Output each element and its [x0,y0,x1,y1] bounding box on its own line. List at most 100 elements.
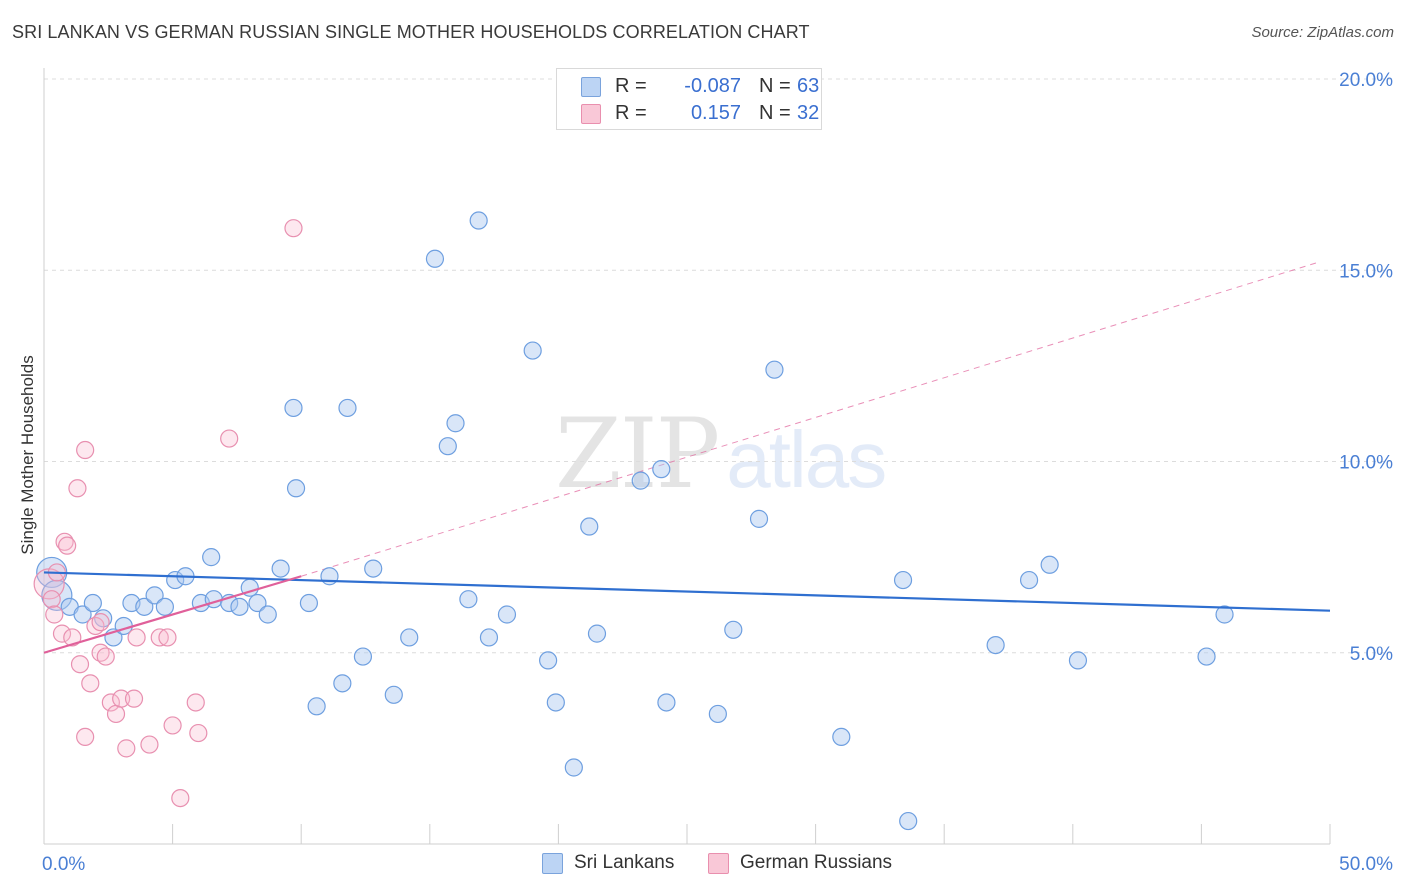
sri-lankans-point [400,628,419,647]
german-russians-point [171,788,190,808]
german-russians-point [63,628,82,647]
sri-lankans-point [230,597,249,616]
sri-lankans-point [986,635,1005,655]
sri-lankans-point [202,548,221,567]
german-russians-point [76,440,95,460]
german-russians-point [42,590,61,609]
legend-r-label: R = [615,75,647,97]
german-russians-point [101,693,120,712]
german-russians-point [189,723,208,743]
legend-r-value: -0.087 [684,75,741,97]
sri-lankans-point [307,697,326,716]
german-russians-point [52,624,72,643]
y-tick-label: 10.0% [1339,453,1393,474]
sri-lankans-point [299,593,319,613]
correlation-legend: R = -0.087 N = 63 R = 0.157 N = 32 [556,68,822,130]
sri-lankans-point [708,704,727,724]
sri-lankans-point [286,479,306,498]
sri-lankans-point [364,559,383,578]
sri-lankans-point [248,593,267,613]
axes [43,68,1331,845]
legend-n-label: N = [759,75,791,97]
x-tick-label: 50.0% [1339,854,1393,875]
sri-lankans-point [258,605,277,624]
sri-lankans-point [832,727,851,747]
sri-lankans-point [564,758,583,777]
sri-lankans-point [479,628,499,647]
y-axis-label: Single Mother Households [18,355,37,555]
legend-r-label: R = [615,102,647,124]
sri-lankans-point [320,567,339,586]
tick-labels: 5.0% 10.0% 15.0% 20.0% 0.0% 50.0% [42,70,1393,875]
x-tick-label: 0.0% [42,854,85,875]
sri-lankans-point [333,674,352,693]
german-russians-point [163,716,182,735]
source-label: Source: ZipAtlas.com [1251,24,1394,41]
german-russians-point [76,727,95,747]
sri-lankans-point [893,570,913,590]
sri-lankans-point [1215,605,1234,624]
sri-lankans-point [580,517,599,536]
german-russians-point [81,674,100,693]
german-russians-point [127,628,146,647]
german-russians-trend-line [43,575,302,654]
sri-lankans-point [155,597,174,616]
sri-lankans-point [523,341,542,360]
gridlines [44,78,1392,654]
sri-lankans-point [1040,555,1059,574]
legend-swatch-blue [581,77,601,97]
sri-lankans-point [652,460,671,479]
sri-lankans-point [135,597,154,616]
sri-lankans-point [284,398,303,418]
bottom-legend-swatch-blue [542,853,563,874]
german-russians-point [68,479,87,498]
legend-n-value: 32 [797,102,820,124]
bottom-legend-swatch-pink [708,853,729,874]
german-russians-point [158,628,177,647]
sri-lankans-point [469,211,488,230]
sri-lankans-point [459,590,478,609]
sri-lankans-point [446,414,465,433]
y-tick-label: 15.0% [1339,261,1393,282]
sri-lankans-point [271,559,290,578]
sri-lankans-point [353,647,373,666]
sri-lankans-point [73,605,92,624]
legend-n-value: 63 [797,75,820,97]
sri-lankans-point [384,685,403,704]
watermark-atlas: atlas [726,415,887,504]
sri-lankans-point [587,624,607,643]
german-russians-point [220,429,239,448]
sri-lankans-point [631,471,650,490]
sri-lankans-point [338,398,357,418]
bottom-legend-label: Sri Lankans [574,852,675,873]
sri-lankans-point [438,437,457,456]
trend-lines [301,262,1318,577]
sri-lankans-point [1068,651,1088,670]
german-russians-point [124,689,144,708]
german-russians-point [150,628,169,647]
sri-lankans-point [749,509,769,528]
sri-lankans-point [1019,570,1039,590]
y-tick-label: 5.0% [1350,644,1393,665]
series-german-russians [33,219,303,808]
german-russians-point [117,739,136,758]
german-russians-point [70,655,90,674]
bottom-legend-label: German Russians [740,852,893,873]
legend-r-value: 0.157 [690,102,741,124]
german-russians-point [186,693,205,712]
german-russians-point [140,735,159,754]
sri-lankans-point [899,811,918,831]
sri-lankans-point [765,360,784,379]
sri-lankans-point [145,586,164,605]
german-russians-point [96,647,115,666]
sri-lankans-trend-line [43,571,1331,612]
german-russians-point [106,704,126,724]
y-tick-label: 20.0% [1339,70,1393,91]
german-russians-point [91,613,110,632]
german-russians-point [58,536,77,555]
legend-swatch-pink [581,104,601,124]
german-russians-point [112,689,131,708]
german-russians-point [45,605,64,624]
series-sri-lankans [36,211,1234,831]
